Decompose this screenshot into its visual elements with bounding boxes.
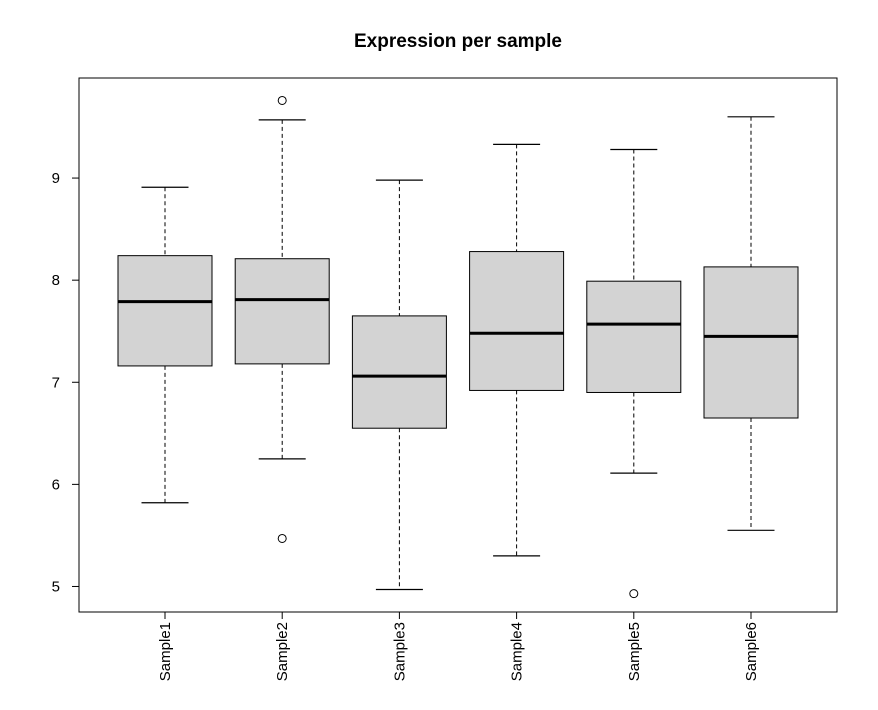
outlier-point (277, 95, 287, 105)
box-sample1 (117, 186, 213, 504)
outlier-point (277, 533, 287, 543)
y-tick-label: 9 (52, 170, 60, 187)
iqr-box (703, 266, 799, 419)
chart-title: Expression per sample (354, 31, 562, 52)
x-axis: Sample1 Sample2 Sample3 Sample4 Sample5 Sampl… (157, 611, 760, 681)
box-sample3 (351, 179, 447, 591)
box-sample5 (586, 148, 682, 599)
iqr-box (469, 251, 565, 391)
y-tick-label: 5 (52, 578, 60, 595)
x-tick-label: Sample6 (743, 622, 760, 681)
box-sample6 (703, 116, 799, 531)
outlier-point (629, 589, 639, 599)
iqr-box (234, 258, 330, 365)
y-tick-label: 6 (52, 476, 60, 493)
y-tick-label: 8 (52, 272, 60, 289)
iqr-box (351, 315, 447, 429)
x-tick-label: Sample2 (274, 622, 291, 681)
x-tick-label: Sample3 (391, 622, 408, 681)
x-tick-label: Sample4 (509, 622, 526, 681)
y-axis: 5 6 7 8 9 (52, 170, 80, 595)
iqr-box (117, 255, 213, 367)
x-tick-label: Sample1 (157, 622, 174, 681)
y-tick-label: 7 (52, 374, 60, 391)
x-tick-label: Sample5 (626, 622, 643, 681)
boxes-group (117, 95, 799, 599)
iqr-box (586, 280, 682, 393)
box-sample2 (234, 95, 330, 543)
box-sample4 (469, 143, 565, 557)
